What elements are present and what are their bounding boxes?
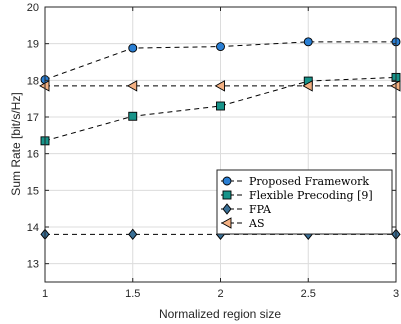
y-tick-label: 16 [27,149,39,161]
y-tick-label: 17 [27,112,39,124]
data-point-proposed-framework [303,37,313,47]
x-tick-label: 3 [393,288,399,300]
y-tick-label: 19 [27,39,39,51]
legend-marker-flexible-precoding-9 [222,190,232,200]
data-point-fpa [128,228,138,241]
y-tick-label: 18 [27,75,39,87]
legend-label-fpa: FPA [249,203,272,216]
y-axis-title: Sum Rate [bit/s/Hz] [9,92,23,195]
legend-label-proposed-framework: Proposed Framework [249,175,369,188]
data-point-flexible-precoding-9 [128,111,138,121]
x-axis-title: Normalized region size [159,307,281,321]
x-tick-label: 2 [217,288,223,300]
data-point-proposed-framework [128,43,138,53]
legend-box [216,169,393,235]
ticks: 1 1.5 2 2.5 3 13 14 15 16 17 18 19 20 [27,2,399,300]
legend-marker-as [221,217,232,229]
x-tick-label: 1.5 [125,288,140,300]
legend-label-as: AS [248,217,264,230]
x-tick-label: 2.5 [301,288,316,300]
data-point-as [126,80,138,92]
legend-marker-fpa [222,203,232,215]
y-tick-label: 20 [27,2,39,14]
legend-marker-proposed-framework [222,176,232,186]
data-point-as [214,80,225,92]
data-point-as [302,80,313,92]
y-tick-label: 15 [27,185,39,197]
legend-label-flexible-precoding-9: Flexible Precoding [9] [249,189,373,202]
data-point-proposed-framework [216,42,225,52]
data-point-flexible-precoding-9 [216,101,225,111]
y-tick-label: 13 [27,259,39,271]
x-tick-label: 1 [42,288,48,300]
series-line-flexible-precoding-9 [44,76,397,142]
y-tick-label: 14 [27,222,39,234]
